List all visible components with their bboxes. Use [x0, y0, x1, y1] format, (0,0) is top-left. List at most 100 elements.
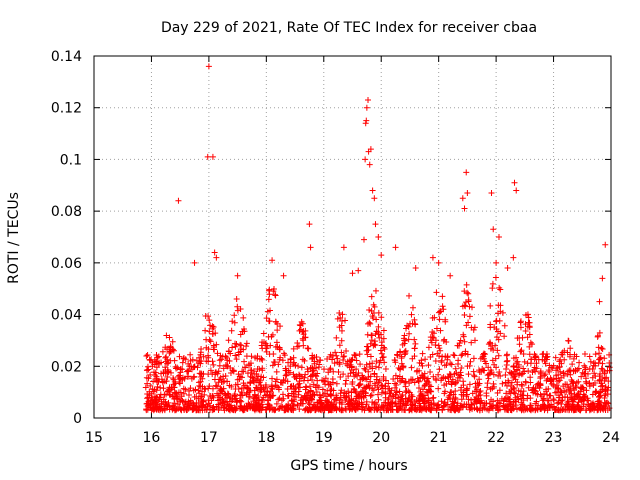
- data-point: [447, 395, 454, 402]
- data-point: [461, 302, 468, 309]
- data-point: [527, 339, 534, 346]
- data-point: [199, 388, 206, 395]
- data-point: [447, 389, 454, 396]
- data-point: [494, 310, 501, 317]
- data-point: [345, 403, 352, 410]
- data-point: [328, 407, 335, 414]
- data-point: [382, 366, 389, 373]
- data-point: [302, 371, 309, 378]
- data-point: [345, 392, 352, 399]
- data-point: [333, 405, 340, 412]
- data-point: [425, 395, 432, 402]
- data-point: [357, 361, 364, 368]
- data-point: [587, 406, 594, 413]
- data-point: [261, 388, 268, 395]
- data-point: [423, 388, 430, 395]
- data-point: [558, 360, 565, 367]
- data-point: [144, 380, 151, 387]
- data-point: [313, 388, 320, 395]
- data-point: [526, 331, 533, 338]
- data-point-outlier: [234, 272, 241, 279]
- data-point: [380, 354, 387, 361]
- data-point: [517, 405, 524, 412]
- data-point: [532, 352, 539, 359]
- data-point: [233, 296, 240, 303]
- data-point: [170, 347, 177, 354]
- data-point: [213, 341, 220, 348]
- data-point: [378, 350, 385, 357]
- data-point: [490, 401, 497, 408]
- data-point: [229, 344, 236, 351]
- data-point: [279, 357, 286, 364]
- data-point: [532, 368, 539, 375]
- y-tick-label: 0.12: [51, 101, 82, 117]
- data-point: [575, 390, 582, 397]
- data-point: [402, 389, 409, 396]
- data-point: [592, 390, 599, 397]
- data-point: [535, 356, 542, 363]
- data-point: [310, 401, 317, 408]
- data-point: [142, 384, 149, 391]
- data-point: [352, 371, 359, 378]
- data-point: [223, 354, 230, 361]
- data-point: [596, 403, 603, 410]
- data-point: [302, 383, 309, 390]
- data-point: [421, 383, 428, 390]
- data-point: [220, 365, 227, 372]
- data-point: [378, 314, 385, 321]
- data-point: [465, 396, 472, 403]
- data-point: [411, 320, 418, 327]
- data-point: [537, 380, 544, 387]
- data-point: [503, 366, 510, 373]
- data-point: [519, 382, 526, 389]
- data-point: [364, 351, 371, 358]
- data-point: [442, 353, 449, 360]
- data-point: [409, 355, 416, 362]
- data-point: [376, 359, 383, 366]
- data-point: [310, 381, 317, 388]
- data-point: [239, 328, 246, 335]
- data-point: [390, 376, 397, 383]
- data-point: [468, 339, 475, 346]
- data-point: [466, 381, 473, 388]
- data-point: [586, 365, 593, 372]
- data-point: [303, 390, 310, 397]
- data-point: [592, 362, 599, 369]
- data-point-outlier: [599, 275, 606, 282]
- data-point: [520, 407, 527, 414]
- data-point: [552, 354, 559, 361]
- data-point: [419, 350, 426, 357]
- data-point: [241, 358, 248, 365]
- x-tick-label: 19: [315, 430, 333, 446]
- data-point-outlier: [371, 195, 378, 202]
- data-point: [366, 307, 373, 314]
- data-point: [227, 369, 234, 376]
- data-point: [243, 343, 250, 350]
- data-point: [448, 361, 455, 368]
- data-point: [214, 350, 221, 357]
- data-point: [366, 384, 373, 391]
- data-point: [355, 392, 362, 399]
- y-tick-label: 0.06: [51, 256, 82, 272]
- data-point: [565, 368, 572, 375]
- data-point: [342, 381, 349, 388]
- data-point: [308, 396, 315, 403]
- data-point: [385, 385, 392, 392]
- data-point: [147, 397, 154, 404]
- data-point: [162, 344, 169, 351]
- data-point: [477, 400, 484, 407]
- data-point: [582, 375, 589, 382]
- data-point: [209, 392, 216, 399]
- data-point: [431, 314, 438, 321]
- data-point: [570, 405, 577, 412]
- data-point: [558, 351, 565, 358]
- data-point: [452, 396, 459, 403]
- data-point: [171, 378, 178, 385]
- data-point: [437, 308, 444, 315]
- data-point: [594, 407, 601, 414]
- data-point: [290, 345, 297, 352]
- data-point: [396, 405, 403, 412]
- data-point: [376, 334, 383, 341]
- data-point: [178, 393, 185, 400]
- data-point: [457, 337, 464, 344]
